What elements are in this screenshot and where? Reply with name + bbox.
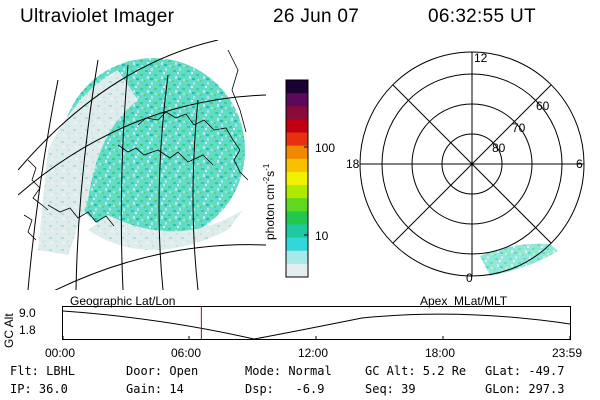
mlt-label-top: 12 [474, 51, 488, 65]
observation-time: 06:32:55 UT [428, 6, 536, 27]
altitude-timeline [62, 306, 571, 340]
polar-diagonal [392, 84, 552, 244]
colorbar-swatch [286, 145, 308, 160]
dsp-info: Dsp: -6.9 [245, 382, 325, 396]
colorbar-unit-label: photon cm-2s-1 [262, 163, 277, 240]
seq-info: Seq: 39 [365, 382, 416, 396]
app-title: Ultraviolet Imager [20, 6, 175, 27]
colorbar-swatch [286, 171, 308, 186]
colorbar-swatch [286, 132, 308, 147]
colorbar [285, 79, 309, 278]
timeline-x-tick: 23:59 [552, 346, 583, 360]
door-info: Door: Open [126, 364, 199, 378]
altitude-curve [62, 310, 571, 340]
colorbar-swatch [286, 198, 308, 212]
mlt-label-bottom: 0 [466, 271, 473, 285]
latlon-grid [18, 40, 266, 290]
emission-lower-region [88, 210, 243, 250]
colorbar-swatch [286, 250, 308, 265]
timeline-left-title: Geographic Lat/Lon [70, 294, 176, 308]
colorbar-gradient [286, 80, 308, 278]
emission-faint-region [38, 70, 138, 255]
polar-plot: 12 18 6 0 60 70 80 [346, 51, 585, 285]
timeline-y-axis-label: GC Alt [2, 313, 16, 348]
polar-emission-patch [480, 243, 558, 276]
colorbar-swatch [286, 80, 308, 94]
colorbar-swatch [286, 119, 308, 134]
colorbar-swatch [286, 106, 308, 120]
gain-info: Gain: 14 [126, 382, 184, 396]
timeline-x-tick: 06:00 [171, 346, 202, 360]
mode-info: Mode: Normal [245, 364, 332, 378]
colorbar-swatch [286, 185, 308, 199]
mlt-label-right: 6 [576, 157, 583, 171]
colorbar-swatch [286, 158, 308, 173]
ip-info: IP: 36.0 [10, 382, 68, 396]
glon-info: GLon: 297.3 [485, 382, 565, 396]
observation-date: 26 Jun 07 [273, 6, 360, 27]
colorbar-tick-label: 100 [315, 141, 336, 155]
glat-info: GLat: -49.7 [485, 364, 565, 378]
timeline-frame [62, 306, 571, 340]
colorbar-frame [285, 79, 309, 278]
timeline-x-tick: 00:00 [45, 346, 76, 360]
timeline-ticks [62, 336, 571, 340]
timeline-x-tick: 12:00 [298, 346, 329, 360]
coastlines [23, 49, 249, 241]
timeline-right-title: Apex MLat/MLT [420, 294, 508, 308]
colorbar-swatch [286, 263, 308, 278]
timeline-y-tick: 1.8 [19, 323, 36, 337]
gc-alt-info: GC Alt: 5.2 Re [365, 364, 467, 378]
filter-info: Flt: LBHL [10, 364, 76, 378]
colorbar-swatch [286, 237, 308, 252]
colorbar-swatch [286, 211, 308, 225]
lat-label: 70 [512, 121, 526, 135]
colorbar-swatch [286, 93, 308, 107]
geographic-image-panel [18, 40, 266, 290]
lat-label: 80 [492, 141, 506, 155]
colorbar-tick-label: 10 [315, 229, 329, 243]
colorbar-swatch [286, 224, 308, 239]
mlt-label-left: 18 [346, 157, 360, 171]
timeline-x-tick: 18:00 [425, 346, 456, 360]
lat-label: 60 [536, 99, 550, 113]
timeline-y-tick: 9.0 [19, 306, 36, 320]
